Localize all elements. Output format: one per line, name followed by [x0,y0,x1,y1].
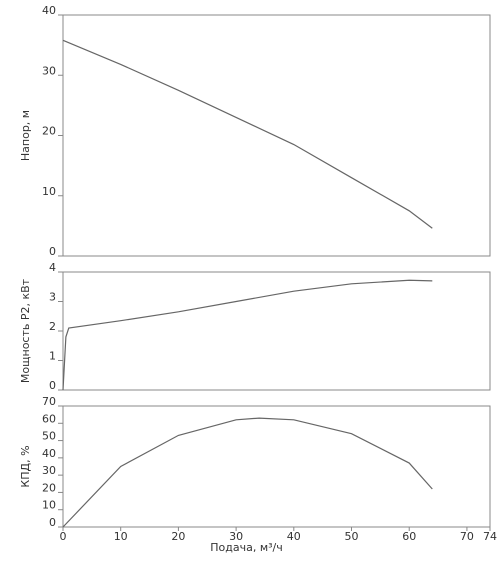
plot-frame [62,271,491,391]
y-tick-label: 0 [49,516,56,529]
y-tick-label: 3 [49,291,56,304]
y-tick-label: 50 [42,430,56,443]
x-tick-label: 0 [60,530,67,543]
y-tick-label: 70 [42,395,56,408]
y-tick-label: 1 [49,350,56,363]
x-tick-label: 40 [287,530,301,543]
y-axis-label: КПД, % [19,445,32,487]
y-tick-label: 4 [49,261,56,274]
x-tick-label: 70 [460,530,474,543]
line [62,279,433,391]
line [62,39,433,229]
x-axis-label: Подача, м³/ч [210,541,283,554]
x-tick-label: 50 [345,530,359,543]
y-axis-label: Напор, м [19,110,32,161]
y-tick-label: 2 [49,320,56,333]
y-tick-label: 20 [42,125,56,138]
y-tick-label: 10 [42,499,56,512]
y-tick-label: 30 [42,464,56,477]
x-tick-label: 60 [402,530,416,543]
plot-frame [62,405,491,528]
y-tick-label: 20 [42,481,56,494]
x-tick-label: 20 [171,530,185,543]
y-tick-label: 30 [42,64,56,77]
y-tick-label: 0 [49,379,56,392]
y-tick-label: 10 [42,185,56,198]
x-tick-label: 74 [483,530,497,543]
y-axis-label: Мощность P2, кВт [19,278,32,383]
y-tick-label: 0 [49,245,56,258]
x-tick-label: 30 [229,530,243,543]
y-tick-label: 60 [42,412,56,425]
x-tick-label: 10 [114,530,128,543]
y-tick-label: 40 [42,447,56,460]
plot-frame [62,14,491,257]
line [62,417,433,528]
y-tick-label: 40 [42,4,56,17]
